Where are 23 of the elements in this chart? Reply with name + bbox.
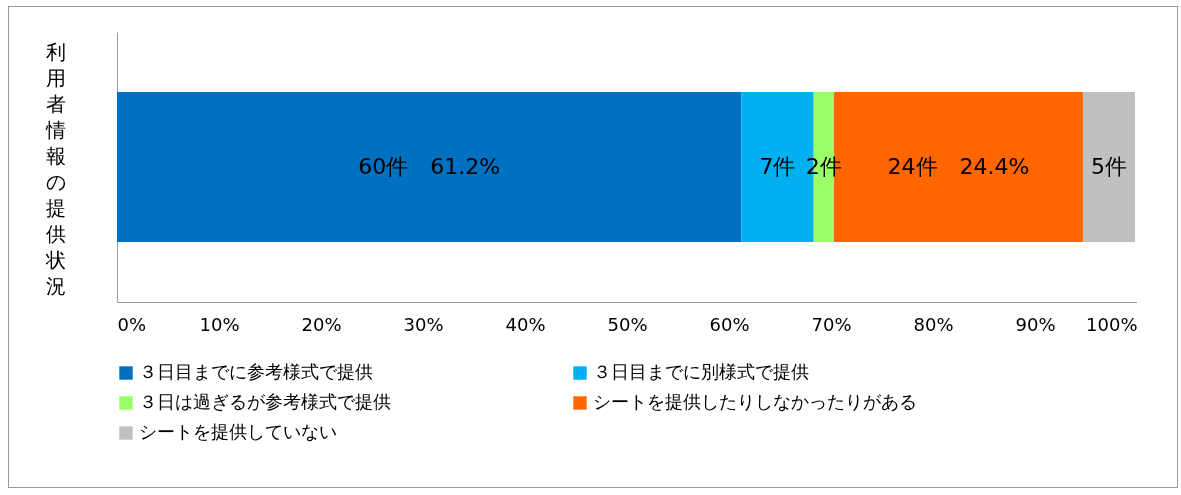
x-tick-label: 60% <box>709 313 750 335</box>
x-tick-label: 70% <box>811 313 852 335</box>
x-tick-label: 100% <box>1086 313 1138 335</box>
x-tick-label: 50% <box>607 313 648 335</box>
legend-label: シートを提供したりしなかったりがある <box>593 391 917 412</box>
x-tick-label: 0% <box>117 313 147 335</box>
x-tick-label: 30% <box>403 313 444 335</box>
legend-label: ３日目までに別様式で提供 <box>593 361 809 382</box>
x-tick-label: 40% <box>505 313 546 335</box>
legend-label: シートを提供していない <box>139 421 337 442</box>
x-tick-label: 90% <box>1015 313 1056 335</box>
bar <box>1082 92 1135 242</box>
data-label: 24件 24.4% <box>887 154 1030 179</box>
text: 利用者情報の提供状況 <box>45 39 66 298</box>
legend-label: ３日目までに参考様式で提供 <box>139 361 373 382</box>
bar <box>117 92 742 242</box>
data-label: 7件 <box>759 154 796 179</box>
legend-label: ３日は過ぎるが参考様式で提供 <box>139 391 391 412</box>
x-tick-label: 10% <box>199 313 240 335</box>
data-label: 60件 61.2% <box>358 154 501 179</box>
data-label: 5件 <box>1090 154 1127 179</box>
x-tick-label: 80% <box>913 313 954 335</box>
x-tick-label: 20% <box>301 313 342 335</box>
